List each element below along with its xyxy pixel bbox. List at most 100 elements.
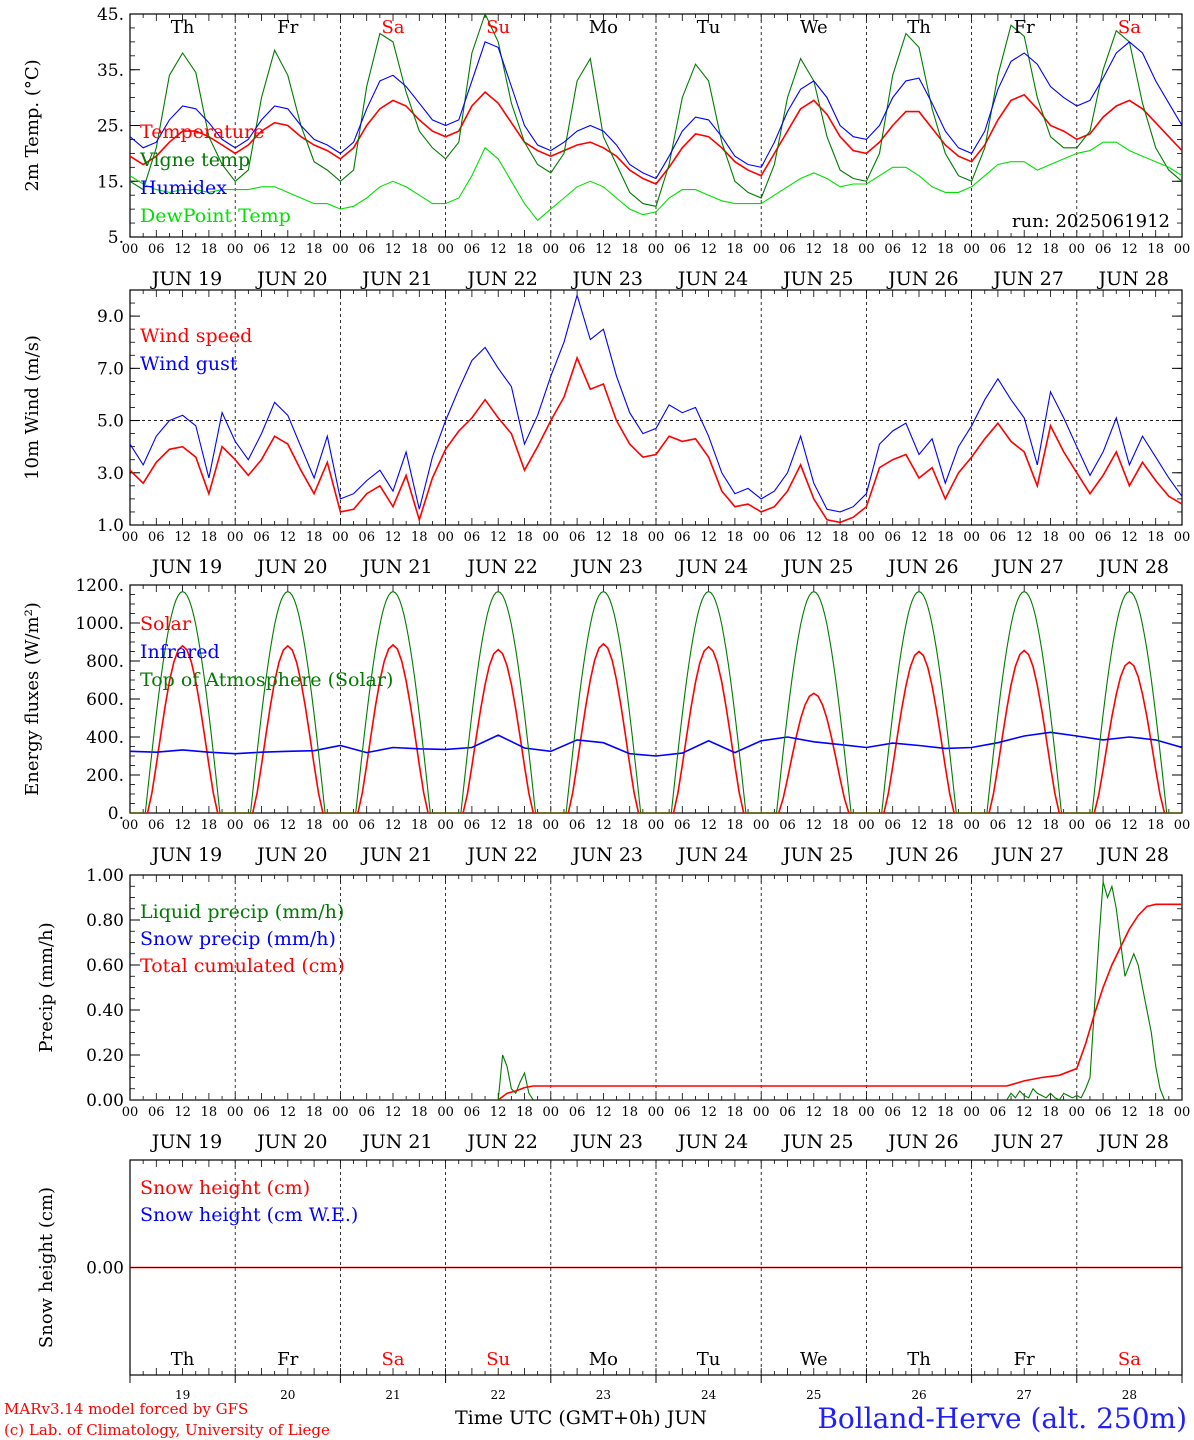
temperature-hour-label: 06 (779, 242, 796, 257)
wind-hour-label: 00 (1174, 530, 1191, 545)
energy-hour-label: 18 (621, 818, 638, 833)
snow-day-number: 24 (701, 1388, 717, 1402)
snow-day-number: 23 (596, 1388, 611, 1402)
precip-hour-label: 06 (569, 1105, 586, 1120)
wind-hour-label: 06 (148, 530, 165, 545)
energy-hour-label: 12 (806, 818, 823, 833)
energy-date-label: JUN 24 (676, 844, 748, 866)
precip-hour-label: 06 (779, 1105, 796, 1120)
wind-date-label: JUN 24 (676, 556, 748, 578)
temperature-hour-label: 12 (806, 242, 823, 257)
precip-hour-label: 12 (280, 1105, 297, 1120)
precip-hour-label: 00 (1069, 1105, 1086, 1120)
precip-y-tick-label: 1.00 (86, 866, 124, 886)
energy-hour-label: 18 (411, 818, 428, 833)
snow-weekday-label: Fr (1014, 1349, 1035, 1370)
precip-hour-label: 12 (806, 1105, 823, 1120)
temperature-series-dewpoint-temp (130, 141, 1182, 222)
precip-hour-label: 18 (1042, 1105, 1059, 1120)
precip-date-label: JUN 22 (465, 1131, 537, 1153)
wind-date-label: JUN 20 (255, 556, 327, 578)
precip-date-label: JUN 25 (781, 1131, 853, 1153)
snow-weekday-label: Fr (277, 1349, 298, 1370)
precip-date-label: JUN 21 (360, 1131, 432, 1153)
precip-hour-label: 06 (884, 1105, 901, 1120)
wind-date-label: JUN 25 (781, 556, 853, 578)
temperature-weekday-label: Th (907, 17, 931, 38)
wind-hour-label: 18 (1042, 530, 1059, 545)
temperature-weekday-label: Mo (589, 17, 618, 38)
snow-panel: 0.00 Snow height (cm) Snow height (cm) Snow… (36, 1159, 1183, 1402)
wind-y-tick-label: 3.0 (97, 464, 124, 484)
temperature-y-tick-label: 35. (97, 61, 124, 81)
snow-weekday-label: Tu (697, 1349, 721, 1370)
temperature-series-vigne-temp (130, 14, 1182, 207)
energy-hour-label: 12 (1121, 818, 1138, 833)
wind-hour-label: 18 (411, 530, 428, 545)
energy-date-label: JUN 27 (991, 844, 1063, 866)
precip-hour-label: 00 (963, 1105, 980, 1120)
temperature-legend-entry: Vigne temp (139, 149, 250, 171)
energy-hour-label: 00 (332, 818, 349, 833)
wind-date-label: JUN 19 (150, 556, 222, 578)
temperature-hour-label: 12 (1016, 242, 1033, 257)
temperature-weekday-label: Sa (1118, 17, 1141, 38)
temperature-date-label: JUN 23 (571, 268, 643, 290)
temperature-hour-label: 00 (1174, 242, 1191, 257)
precip-series-total-cumulated-cm- (130, 903, 1182, 1100)
precip-hour-label: 12 (700, 1105, 717, 1120)
precip-date-label: JUN 23 (571, 1131, 643, 1153)
precip-y-tick-label: 0.60 (86, 956, 124, 976)
temperature-y-tick-label: 5. (108, 228, 124, 248)
wind-hour-label: 00 (122, 530, 139, 545)
temperature-hour-label: 06 (569, 242, 586, 257)
temperature-legend-entry: Humidex (140, 177, 227, 199)
temperature-hour-label: 00 (648, 242, 665, 257)
precip-hour-label: 12 (174, 1105, 191, 1120)
energy-hour-label: 06 (569, 818, 586, 833)
wind-hour-label: 18 (621, 530, 638, 545)
temperature-run-annotation: run: 2025061912 (1012, 211, 1170, 232)
snow-weekday-label: Mo (589, 1349, 618, 1370)
snow-weekday-label: Su (486, 1349, 510, 1370)
precip-hour-label: 18 (516, 1105, 533, 1120)
temperature-hour-label: 00 (543, 242, 560, 257)
temperature-hour-label: 06 (358, 242, 375, 257)
snow-legend-entry: Snow height (cm W.E.) (140, 1204, 358, 1226)
temperature-series-humidex (130, 41, 1182, 180)
precip-hour-label: 12 (911, 1105, 928, 1120)
wind-y-tick-label: 9.0 (97, 307, 124, 327)
temperature-date-label: JUN 21 (360, 268, 432, 290)
temperature-hour-label: 00 (858, 242, 875, 257)
temperature-hour-label: 06 (464, 242, 481, 257)
precip-legend-entry: Snow precip (mm/h) (140, 928, 336, 950)
precip-hour-label: 06 (674, 1105, 691, 1120)
snow-day-number: 27 (1017, 1388, 1032, 1402)
energy-hour-label: 18 (1147, 818, 1164, 833)
wind-hour-label: 18 (1147, 530, 1164, 545)
temperature-y-tick-label: 45. (97, 5, 124, 25)
energy-y-tick-label: 0. (108, 804, 124, 824)
energy-hour-label: 06 (253, 818, 270, 833)
energy-hour-label: 18 (727, 818, 744, 833)
wind-panel: 1.0 3.0 5.0 7.0 9.0 10m Wind (m/s) Wind speed W… (22, 289, 1191, 578)
wind-hour-label: 18 (306, 530, 323, 545)
temperature-hour-label: 12 (174, 242, 191, 257)
energy-hour-label: 12 (174, 818, 191, 833)
temperature-weekday-label: Su (486, 17, 510, 38)
precip-hour-label: 06 (253, 1105, 270, 1120)
energy-hour-label: 00 (963, 818, 980, 833)
energy-y-axis-title: Energy fluxes (W/m²) (22, 602, 43, 796)
energy-legend-entry: Solar (140, 613, 192, 635)
temperature-legend-entry: DewPoint Temp (140, 205, 291, 227)
precip-hour-label: 06 (148, 1105, 165, 1120)
temperature-weekday-label: Fr (277, 17, 298, 38)
energy-hour-label: 00 (227, 818, 244, 833)
wind-hour-label: 06 (884, 530, 901, 545)
precip-hour-label: 00 (227, 1105, 244, 1120)
temperature-hour-label: 12 (385, 242, 402, 257)
precip-hour-label: 06 (358, 1105, 375, 1120)
energy-hour-label: 00 (648, 818, 665, 833)
precip-date-label: JUN 28 (1097, 1131, 1169, 1153)
